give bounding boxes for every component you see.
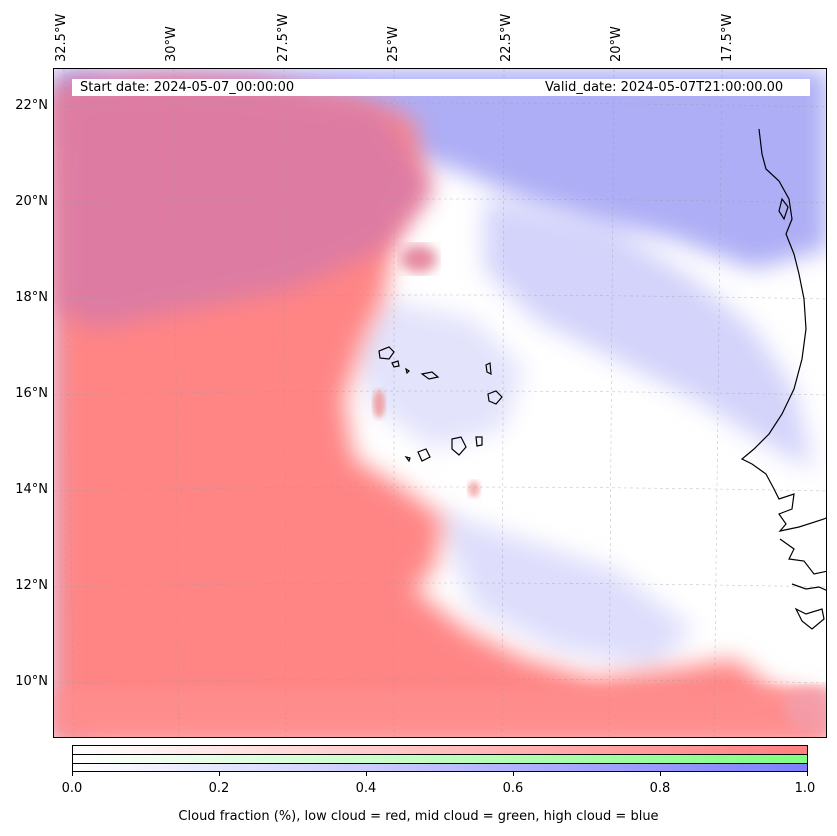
high-cloud-center xyxy=(354,299,524,449)
colorbar xyxy=(72,745,808,772)
colorbar-title: Cloud fraction (%), low cloud = red, mid… xyxy=(178,809,659,824)
valid-date-label: Valid_date: 2024-05-07T21:00:00.00 xyxy=(545,80,784,95)
lon-label: 17.5°W xyxy=(720,13,735,62)
colorbar-tick xyxy=(219,772,220,776)
colorbar-tick-label: 0.2 xyxy=(208,781,230,796)
africa-coast xyxy=(740,128,826,532)
coastline xyxy=(740,128,826,630)
lat-label: 12°N xyxy=(15,578,48,593)
low-cloud-north-purple xyxy=(54,79,434,329)
lon-label: 25°W xyxy=(386,26,401,62)
lon-label: 22.5°W xyxy=(499,13,514,62)
colorbar-mid-cloud xyxy=(73,755,807,764)
lon-label: 27.5°W xyxy=(276,13,291,62)
lat-label: 22°N xyxy=(15,98,48,113)
colorbar-tick xyxy=(513,772,514,776)
lat-label: 14°N xyxy=(15,482,48,497)
low-cloud-layer xyxy=(54,79,826,737)
colorbar-tick xyxy=(660,772,661,776)
cloud-fraction-map xyxy=(54,69,826,737)
lon-label: 30°W xyxy=(164,26,179,62)
lat-label: 16°N xyxy=(15,386,48,401)
lat-label: 18°N xyxy=(15,290,48,305)
lat-label: 10°N xyxy=(15,674,48,689)
colorbar-tick-label: 0.6 xyxy=(502,781,524,796)
lon-label: 32.5°W xyxy=(54,13,69,62)
colorbar-tick-label: 1.0 xyxy=(794,781,816,796)
colorbar-low-cloud xyxy=(73,746,807,755)
high-cloud-east-band xyxy=(484,199,814,469)
low-cloud-south-edge xyxy=(54,689,826,737)
start-date-label: Start date: 2024-05-07_00:00:00 xyxy=(80,80,295,95)
colorbar-tick xyxy=(72,772,73,776)
colorbar-tick-label: 0.0 xyxy=(61,781,83,796)
high-cloud-south xyxy=(434,509,694,669)
lon-label: 20°W xyxy=(609,26,624,62)
colorbar-high-cloud xyxy=(73,764,807,771)
lat-label: 20°N xyxy=(15,194,48,209)
colorbar-tick xyxy=(366,772,367,776)
colorbar-tick xyxy=(807,772,808,776)
header-band xyxy=(72,79,810,96)
colorbar-tick-label: 0.4 xyxy=(355,781,377,796)
cape-verde-islands xyxy=(378,346,503,463)
colorbar-tick-label: 0.8 xyxy=(649,781,671,796)
map-area: Start date: 2024-05-07_00:00:00 Valid_da… xyxy=(53,68,827,738)
gridlines xyxy=(54,69,826,737)
